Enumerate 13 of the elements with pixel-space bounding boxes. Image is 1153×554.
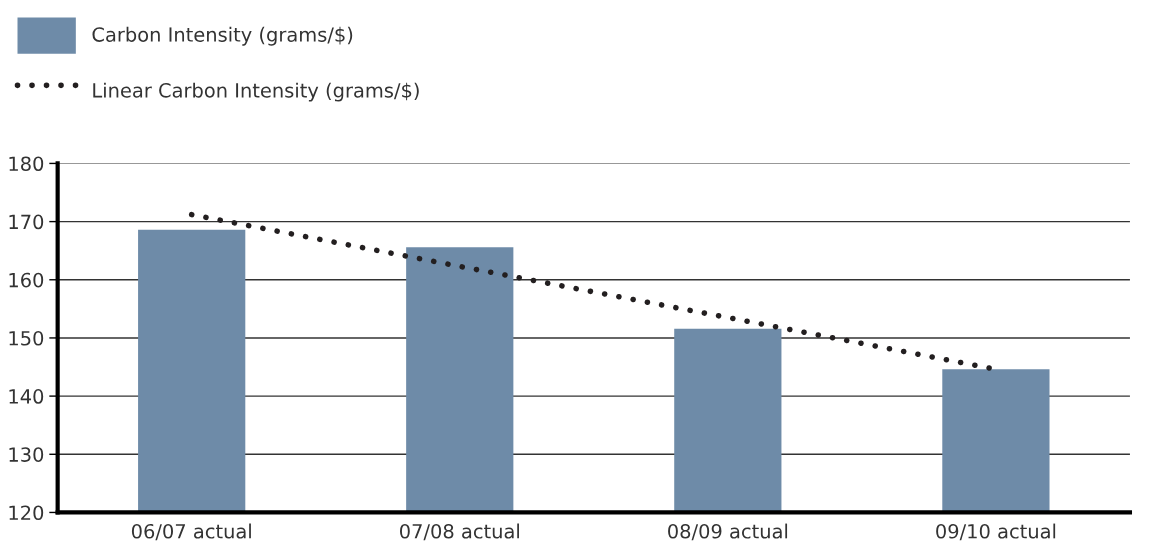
y-tick-label: 180 [9,156,44,172]
y-tick-label: 160 [9,272,44,288]
legend-label: Carbon Intensity (grams/$) [92,26,353,46]
y-tick-label: 120 [9,505,44,521]
y-tick-label: 150 [9,330,44,346]
x-tick-label: 08/09 actual [668,523,788,541]
x-tick-label: 07/08 actual [400,523,519,541]
y-tick-label: 170 [9,214,44,230]
y-tick-label: 130 [9,447,44,462]
x-tick-label: 06/07 actual [131,523,251,541]
y-tick-label: 140 [9,389,44,404]
legend-label: Linear Carbon Intensity (grams/$) [93,82,419,102]
x-tick-label: 09/10 actual [936,523,1056,541]
